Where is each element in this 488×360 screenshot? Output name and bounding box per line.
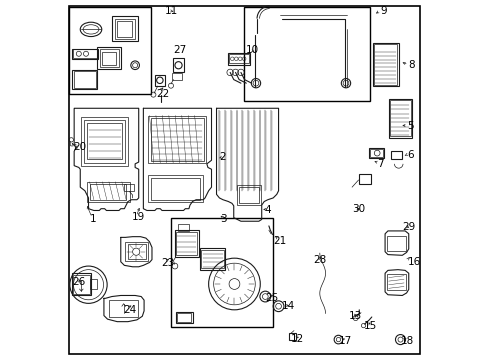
Text: 6: 6 — [407, 150, 413, 160]
Bar — [72, 49, 98, 59]
Text: 20: 20 — [73, 142, 86, 152]
Bar — [83, 120, 125, 163]
Bar — [148, 116, 205, 163]
Bar — [86, 182, 129, 202]
Bar — [228, 53, 249, 64]
Text: 26: 26 — [72, 277, 85, 287]
Bar — [100, 49, 119, 67]
Bar — [125, 242, 147, 261]
Bar — [72, 273, 91, 296]
Text: 9: 9 — [380, 6, 386, 16]
Bar — [73, 49, 97, 58]
Bar — [87, 123, 122, 159]
Bar — [244, 7, 369, 101]
Text: 23: 23 — [161, 258, 174, 268]
Bar — [199, 248, 225, 270]
Bar — [81, 117, 128, 166]
Text: 7: 7 — [376, 159, 383, 169]
Text: 19: 19 — [131, 212, 144, 221]
Bar — [386, 236, 405, 251]
Text: 3: 3 — [220, 215, 226, 224]
Bar — [127, 244, 145, 259]
Bar — [178, 225, 188, 231]
Bar — [358, 174, 370, 184]
Bar — [237, 185, 260, 205]
Bar — [171, 218, 273, 327]
Text: 13: 13 — [348, 311, 361, 321]
Bar — [368, 148, 383, 158]
Bar — [176, 232, 197, 255]
Bar — [124, 184, 134, 192]
Text: 5: 5 — [407, 121, 413, 131]
Text: 29: 29 — [402, 222, 415, 232]
Text: 21: 21 — [273, 236, 286, 246]
Text: 8: 8 — [408, 60, 414, 70]
Bar — [147, 175, 203, 202]
Bar — [73, 275, 90, 294]
Bar — [390, 151, 401, 159]
Bar — [176, 312, 192, 323]
Text: 2: 2 — [219, 152, 225, 162]
Text: 28: 28 — [313, 255, 326, 265]
Text: 27: 27 — [173, 45, 186, 55]
Bar — [109, 300, 138, 317]
Text: 16: 16 — [407, 257, 420, 267]
Bar — [150, 118, 203, 161]
Bar — [388, 99, 411, 138]
Bar — [177, 313, 191, 322]
Bar — [155, 75, 164, 86]
Text: 10: 10 — [246, 45, 259, 55]
Bar — [74, 71, 96, 88]
Bar — [239, 187, 258, 203]
Bar — [289, 333, 296, 339]
Text: 30: 30 — [351, 204, 365, 215]
Bar — [150, 178, 200, 200]
Bar — [229, 54, 248, 63]
Bar — [72, 69, 97, 89]
Text: 4: 4 — [264, 206, 270, 216]
Bar — [369, 149, 382, 157]
Text: 14: 14 — [281, 301, 294, 311]
Bar — [172, 73, 182, 80]
Bar — [89, 279, 97, 289]
Bar — [372, 43, 398, 86]
Text: 22: 22 — [156, 89, 169, 99]
Bar — [389, 100, 410, 136]
Bar — [102, 51, 116, 64]
Text: 12: 12 — [290, 333, 304, 343]
Bar — [201, 250, 223, 268]
Bar — [373, 44, 396, 85]
Bar — [97, 47, 121, 69]
Bar — [115, 19, 135, 39]
Bar — [112, 17, 137, 41]
Bar — [386, 274, 405, 291]
Bar — [117, 21, 132, 37]
Text: 24: 24 — [123, 305, 137, 315]
Bar — [173, 58, 183, 72]
Bar — [69, 7, 150, 94]
Text: 11: 11 — [164, 6, 178, 16]
Text: 15: 15 — [363, 321, 376, 331]
Text: 18: 18 — [400, 336, 413, 346]
Bar — [174, 230, 199, 257]
Bar — [90, 184, 126, 200]
Text: 1: 1 — [90, 215, 97, 224]
Text: 17: 17 — [338, 336, 351, 346]
Text: 25: 25 — [265, 293, 278, 303]
